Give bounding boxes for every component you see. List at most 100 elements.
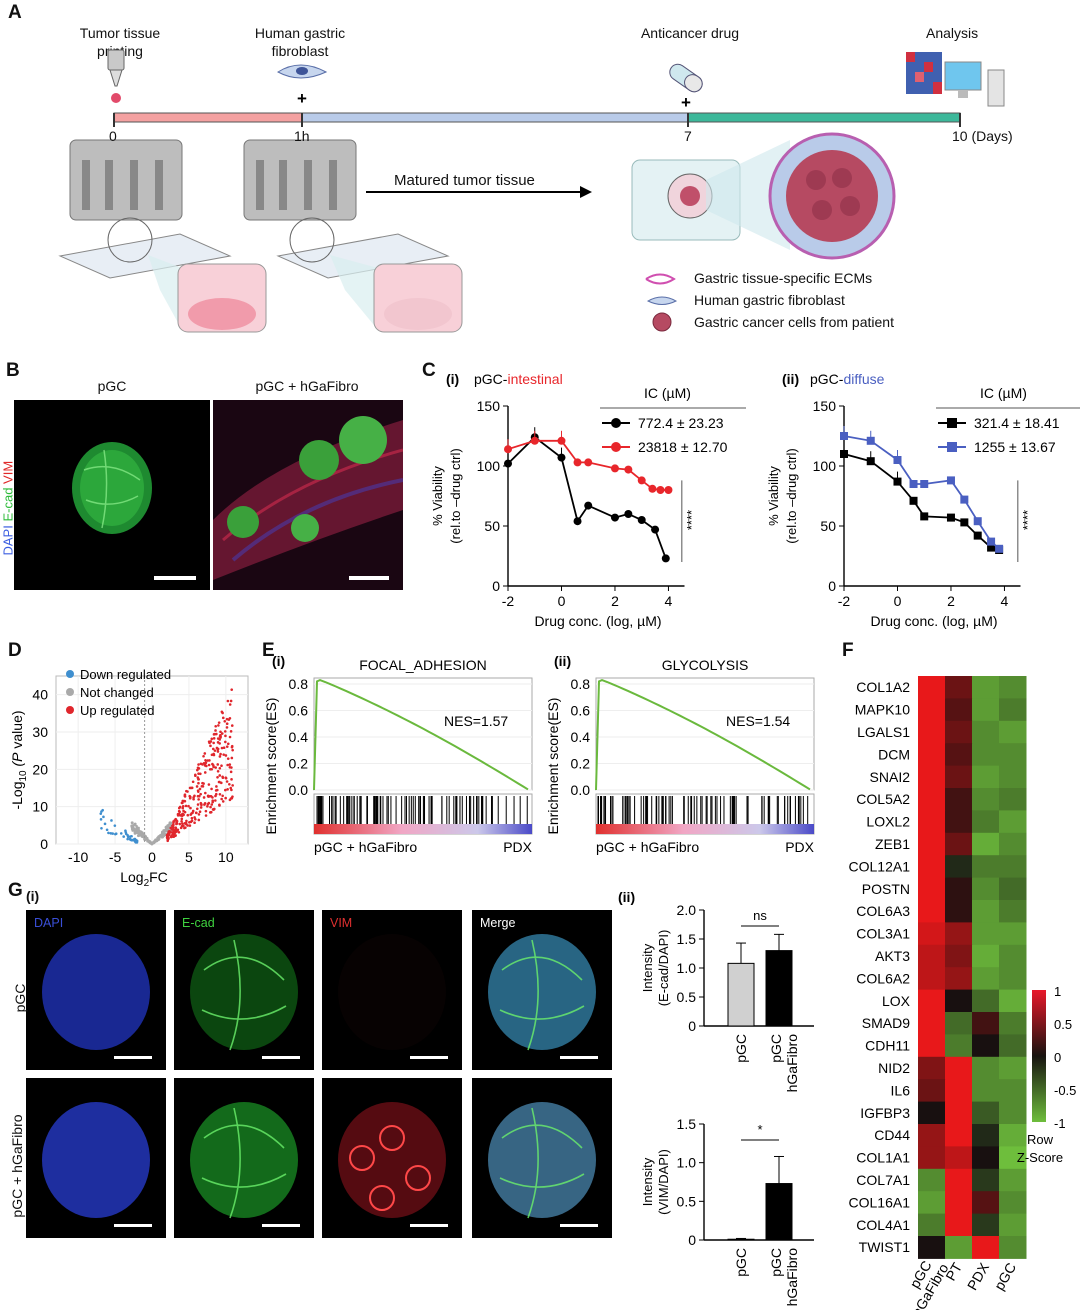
point-not-changed	[137, 828, 140, 831]
row-label: IGFBP3	[860, 1105, 910, 1121]
data-point	[946, 513, 955, 522]
point-up-regulated	[171, 826, 175, 830]
heatmap-cell	[918, 1168, 946, 1192]
chart-g-ecad-bar: (ii) 0 0.5 1.0 1.5 2.0 ns pGC pGC+ hGaFibro Inten…	[618, 889, 814, 1096]
x-tick-label: 0	[894, 593, 902, 609]
heatmap-cell	[918, 1146, 946, 1170]
row-label: COL1A2	[856, 679, 910, 695]
bar	[727, 962, 755, 1027]
heatmap-cell	[972, 944, 1000, 968]
y-tick-label: 150	[813, 398, 837, 414]
scale-bar	[262, 1224, 300, 1227]
point-up-regulated	[170, 831, 173, 834]
data-point	[893, 477, 902, 486]
data-point	[504, 445, 512, 454]
scale-bar	[560, 1056, 598, 1059]
series-line	[843, 435, 1000, 550]
point-up-regulated	[221, 711, 224, 715]
row-label: SMAD9	[862, 1015, 910, 1031]
rank-gradient	[314, 824, 532, 834]
x-tick-label: 2	[611, 593, 619, 609]
timeline-segment-3	[687, 112, 961, 123]
y-tick-label: 0.6	[289, 703, 309, 719]
data-point	[624, 510, 633, 518]
heatmap-cell	[945, 832, 973, 856]
point-up-regulated	[167, 830, 171, 833]
x-tick-label: 5	[185, 849, 193, 865]
y-tick-label: 0.2	[289, 756, 309, 772]
x-tick-label: 0	[148, 849, 156, 865]
heatmap-cell	[945, 765, 973, 789]
bioprinter-2	[243, 139, 463, 333]
heatmap-cell	[945, 810, 973, 834]
heatmap-cell	[918, 676, 946, 699]
tick-7: 7	[684, 128, 692, 144]
panel-label-a: A	[8, 2, 22, 23]
point-up-regulated	[216, 748, 220, 751]
point-up-regulated	[178, 822, 182, 826]
capsule-icon	[669, 63, 703, 93]
point-down-regulated	[133, 837, 136, 841]
x-axis-title: Drug conc. (log, µM)	[534, 613, 661, 629]
point-up-regulated	[226, 699, 230, 703]
y-axis-title-2: (E-cad/DAPI)	[656, 930, 671, 1007]
heatmap-cell	[918, 900, 946, 923]
scale-bar	[410, 1056, 448, 1059]
point-up-regulated	[199, 792, 202, 796]
x-tick-label: 4	[665, 593, 673, 609]
heatmap-cell	[999, 1012, 1027, 1035]
y-tick-label: 0.0	[289, 782, 309, 798]
heatmap-cell	[972, 1236, 1000, 1259]
heatmap-cell	[972, 1124, 1000, 1147]
heatmap-cell	[945, 1191, 973, 1215]
color-scale-title-2: Z-Score	[1017, 1150, 1063, 1165]
heatmap-cell	[999, 1079, 1027, 1103]
point-up-regulated	[222, 746, 226, 750]
chart-sub-label: (i)	[272, 653, 285, 669]
point-up-regulated	[209, 805, 212, 809]
y-tick-label: 0	[688, 1018, 696, 1034]
point-up-regulated	[225, 780, 229, 783]
data-point	[946, 476, 955, 485]
x-tick-label: 2	[947, 593, 955, 609]
heatmap-cell	[945, 788, 973, 811]
heatmap-cell	[999, 877, 1027, 901]
heatmap-cell	[972, 1012, 1000, 1035]
point-up-regulated	[231, 748, 234, 752]
data-point	[610, 464, 619, 473]
series-line	[843, 453, 1000, 551]
point-up-regulated	[223, 730, 227, 733]
point-up-regulated	[184, 826, 187, 829]
point-up-regulated	[177, 830, 181, 834]
point-up-regulated	[181, 812, 185, 816]
color-scale-tick: 1	[1054, 984, 1061, 999]
heatmap-cell	[945, 989, 973, 1013]
heatmap-cell	[945, 1124, 973, 1147]
point-up-regulated	[219, 752, 222, 756]
data-point	[973, 531, 982, 540]
point-not-changed	[131, 821, 134, 825]
point-down-regulated	[103, 822, 107, 826]
scale-bar	[349, 576, 389, 580]
heatmap-cell	[999, 832, 1027, 856]
point-up-regulated	[199, 806, 203, 809]
data-point	[920, 480, 929, 488]
chart-e-focal-adhesion: (i) FOCAL_ADHESION 0.0 0.2 0.4 0.6 0.8 NES=1.57…	[263, 653, 533, 855]
heatmap-cell	[918, 1012, 946, 1035]
point-up-regulated	[192, 797, 195, 801]
point-up-regulated	[221, 800, 225, 803]
heatmap-cell	[918, 922, 946, 946]
heatmap-cell	[972, 1056, 1000, 1080]
point-up-regulated	[194, 817, 197, 821]
channel-label: DAPI	[34, 916, 64, 930]
color-scale-tick: -0.5	[1054, 1083, 1076, 1098]
point-up-regulated	[229, 786, 233, 790]
stain-dapi: DAPI	[0, 525, 16, 556]
row-label: COL3A1	[856, 926, 910, 942]
data-point	[648, 484, 657, 493]
point-up-regulated	[227, 718, 231, 721]
point-up-regulated	[226, 763, 229, 767]
y-tick-label: 0	[828, 578, 836, 594]
bar	[765, 1183, 793, 1241]
rank-gradient	[596, 824, 814, 834]
